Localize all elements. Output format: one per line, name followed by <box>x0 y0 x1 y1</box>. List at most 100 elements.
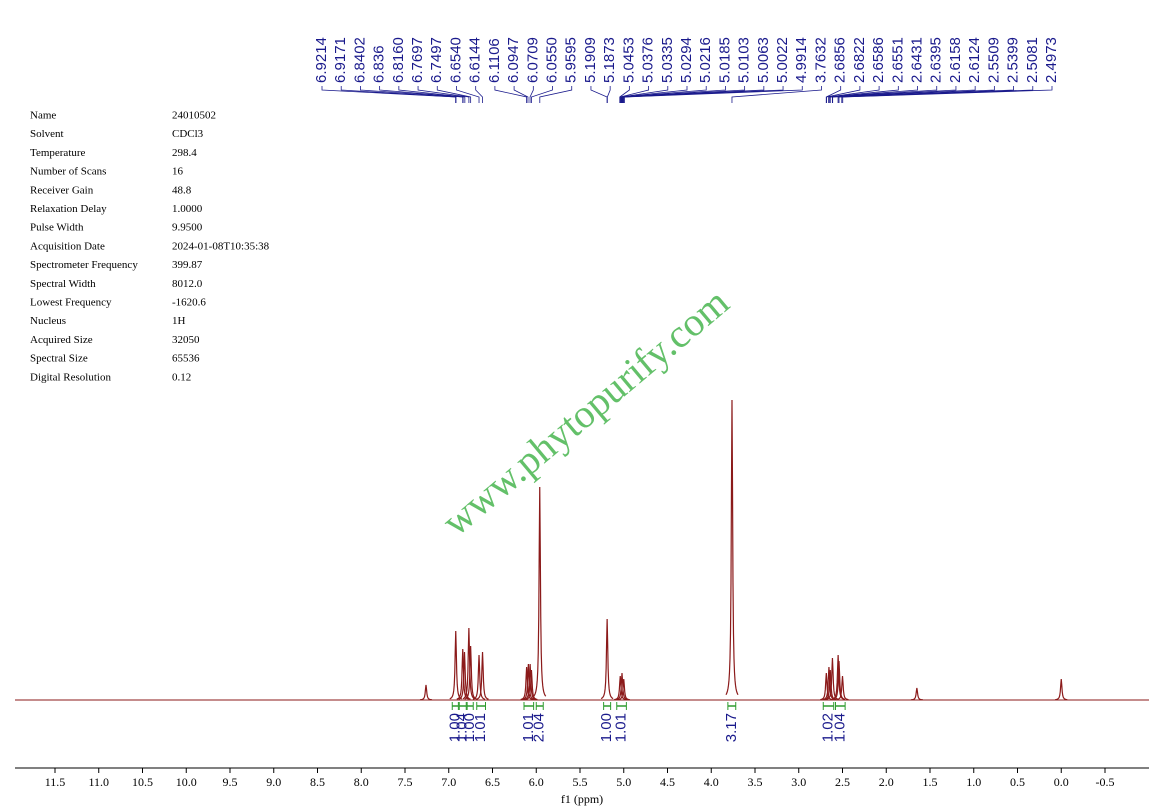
peak-label-connector <box>379 86 464 103</box>
param-name: Lowest Frequency <box>30 297 112 309</box>
peak-label-connector <box>828 86 899 103</box>
peak-label: 5.0022 <box>774 37 791 83</box>
peak-label: 6.9214 <box>313 37 330 83</box>
integral-label: 1.01 <box>520 713 537 742</box>
param-value: CDCl3 <box>172 128 204 140</box>
x-tick-label: 9.0 <box>266 775 281 789</box>
peak-label-connector <box>832 86 976 103</box>
param-name: Pulse Width <box>30 222 84 234</box>
peak-label-connector <box>837 86 995 103</box>
param-name: Relaxation Delay <box>30 203 107 215</box>
peak-label: 5.0185 <box>716 37 733 83</box>
peak-label-connector <box>340 86 457 103</box>
x-tick-label: 7.5 <box>398 775 413 789</box>
x-tick-label: 5.5 <box>573 775 588 789</box>
peak-label: 6.0947 <box>505 37 522 83</box>
peak-label: 6.6540 <box>447 37 464 83</box>
peak-label: 6.8402 <box>351 37 368 83</box>
param-value: 16 <box>172 166 184 178</box>
peak <box>910 687 923 701</box>
peak-label-connector <box>436 86 472 103</box>
peak-label: 3.7632 <box>812 37 829 83</box>
peak <box>832 660 846 700</box>
peak <box>476 651 489 700</box>
peak-label-connector <box>826 86 861 103</box>
peak-label: 2.6431 <box>908 37 925 83</box>
param-name: Name <box>30 110 56 122</box>
x-tick-label: 11.5 <box>45 775 66 789</box>
param-name: Acquired Size <box>30 334 93 346</box>
peak-label: 6.7697 <box>409 37 426 83</box>
x-tick-label: 6.5 <box>485 775 500 789</box>
integral-label: 3.17 <box>723 713 740 742</box>
peak <box>472 654 486 700</box>
x-tick-label: 4.5 <box>660 775 675 789</box>
peak-label-connector <box>417 86 470 103</box>
x-tick-label: 3.0 <box>791 775 806 789</box>
peak-label-connector <box>475 86 483 103</box>
x-tick-label: -0.5 <box>1096 775 1115 789</box>
peak-label: 5.0063 <box>755 37 772 83</box>
peak-label: 2.6395 <box>928 37 945 83</box>
integral-label: 1.00 <box>598 713 615 742</box>
param-value: 24010502 <box>172 110 216 122</box>
param-value: 9.9500 <box>172 222 203 234</box>
peak-label: 6.836 <box>371 45 388 83</box>
x-tick-label: 8.0 <box>354 775 369 789</box>
peak-label-connector <box>624 86 803 103</box>
peak-label: 5.0335 <box>659 37 676 83</box>
param-value: 1H <box>172 315 186 327</box>
peak-label: 6.8160 <box>390 37 407 83</box>
peak <box>458 651 471 700</box>
peak-label-connector <box>531 86 553 103</box>
peak-label-connector <box>606 86 611 103</box>
integral-label: 2.04 <box>531 713 548 742</box>
integral-label: 1.01 <box>613 713 630 742</box>
param-name: Spectral Width <box>30 278 96 290</box>
param-value: 1.0000 <box>172 203 203 215</box>
peak-label: 2.6586 <box>870 37 887 83</box>
peak-label-connector <box>398 86 466 103</box>
peak-label-connector <box>842 86 1053 103</box>
peak-label-connector <box>620 86 688 103</box>
x-tick-label: 5.0 <box>616 775 631 789</box>
peak <box>462 627 476 700</box>
x-tick-label: 8.5 <box>310 775 325 789</box>
peak-label: 5.0453 <box>620 37 637 83</box>
peak-label: 5.0216 <box>697 37 714 83</box>
peak <box>1055 678 1068 701</box>
integral-label: 1.02 <box>819 713 836 742</box>
integral-label: 1.00 <box>446 713 463 742</box>
peak-label: 6.9171 <box>332 37 349 83</box>
peak-label: 6.0550 <box>543 37 560 83</box>
x-tick-label: 10.0 <box>176 775 197 789</box>
param-value: -1620.6 <box>172 297 206 309</box>
x-tick-label: 11.0 <box>88 775 109 789</box>
param-name: Spectral Size <box>30 353 88 365</box>
peak-label: 5.0294 <box>678 37 695 83</box>
peak-label: 2.6856 <box>832 37 849 83</box>
param-name: Spectrometer Frequency <box>30 259 138 271</box>
peak <box>419 684 433 701</box>
param-name: Solvent <box>30 128 64 140</box>
peak <box>820 672 833 701</box>
param-name: Nucleus <box>30 315 66 327</box>
peak <box>615 672 629 701</box>
x-tick-label: 9.5 <box>223 775 238 789</box>
param-name: Receiver Gain <box>30 184 94 196</box>
x-tick-label: 0.0 <box>1054 775 1069 789</box>
integral-label: 1.00 <box>461 713 478 742</box>
peak <box>836 675 849 701</box>
param-value: 2024-01-08T10:35:38 <box>172 240 270 252</box>
x-tick-label: 0.5 <box>1010 775 1025 789</box>
x-tick-label: 6.0 <box>529 775 544 789</box>
peak-label: 6.0709 <box>524 37 541 83</box>
peak-label-connector <box>731 86 822 103</box>
peak-label: 5.9595 <box>563 37 580 83</box>
param-name: Temperature <box>30 147 86 159</box>
peak-label: 5.1873 <box>601 37 618 83</box>
peak-label-connector <box>619 86 630 103</box>
peak-label-connector <box>529 86 534 103</box>
peak-label: 2.6124 <box>966 37 983 83</box>
